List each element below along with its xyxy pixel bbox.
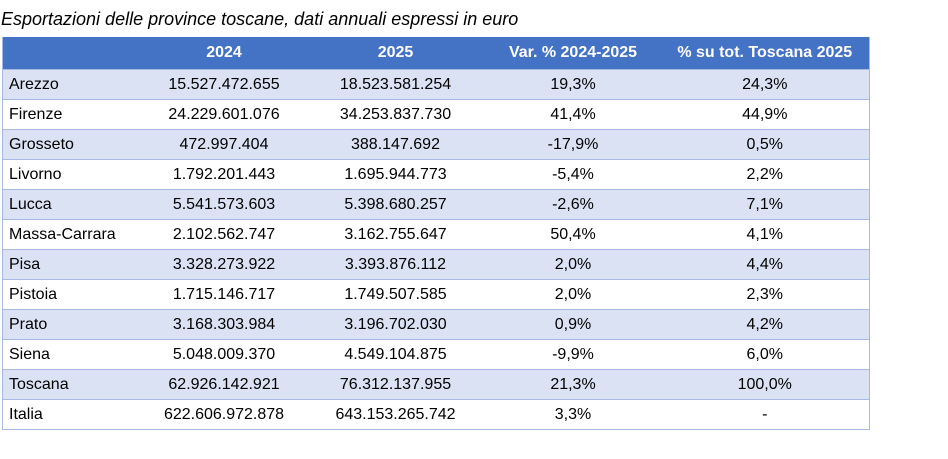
table-row: Pisa 3.328.273.922 3.393.876.112 2,0% 4,4% xyxy=(2,249,870,280)
province-cell: Italia xyxy=(2,399,143,430)
value-2024-cell: 3.328.273.922 xyxy=(142,249,306,280)
variation-cell: 41,4% xyxy=(485,99,661,130)
table-row: Lucca 5.541.573.603 5.398.680.257 -2,6% 7,1% xyxy=(2,189,870,220)
province-cell: Prato xyxy=(2,309,143,340)
table-row: Grosseto 472.997.404 388.147.692 -17,9% 0,5% xyxy=(2,129,870,160)
share-cell: 0,5% xyxy=(660,129,870,160)
province-cell: Grosseto xyxy=(2,129,143,160)
variation-cell: -5,4% xyxy=(485,159,661,190)
value-2024-cell: 5.541.573.603 xyxy=(142,189,306,220)
header-province xyxy=(2,37,143,70)
share-cell: 2,3% xyxy=(660,279,870,310)
value-2024-cell: 1.792.201.443 xyxy=(142,159,306,190)
variation-cell: -17,9% xyxy=(485,129,661,160)
value-2024-cell: 622.606.972.878 xyxy=(142,399,306,430)
value-2025-cell: 34.253.837.730 xyxy=(305,99,486,130)
value-2025-cell: 3.162.755.647 xyxy=(305,219,486,250)
value-2024-cell: 15.527.472.655 xyxy=(142,69,306,100)
variation-cell: 21,3% xyxy=(485,369,661,400)
value-2025-cell: 3.196.702.030 xyxy=(305,309,486,340)
variation-cell: 0,9% xyxy=(485,309,661,340)
province-cell: Siena xyxy=(2,339,143,370)
share-cell: 44,9% xyxy=(660,99,870,130)
share-cell: 100,0% xyxy=(660,369,870,400)
table-row: Massa-Carrara 2.102.562.747 3.162.755.647 5… xyxy=(2,219,870,250)
value-2025-cell: 643.153.265.742 xyxy=(305,399,486,430)
value-2024-cell: 24.229.601.076 xyxy=(142,99,306,130)
province-cell: Arezzo xyxy=(2,69,143,100)
value-2024-cell: 62.926.142.921 xyxy=(142,369,306,400)
value-2024-cell: 3.168.303.984 xyxy=(142,309,306,340)
value-2025-cell: 5.398.680.257 xyxy=(305,189,486,220)
table-row: Siena 5.048.009.370 4.549.104.875 -9,9% 6,0% xyxy=(2,339,870,370)
table-row: Italia 622.606.972.878 643.153.265.742 3,3%… xyxy=(2,399,870,430)
value-2025-cell: 76.312.137.955 xyxy=(305,369,486,400)
value-2025-cell: 18.523.581.254 xyxy=(305,69,486,100)
province-cell: Toscana xyxy=(2,369,143,400)
value-2025-cell: 4.549.104.875 xyxy=(305,339,486,370)
table-row: Toscana 62.926.142.921 76.312.137.955 21,3%… xyxy=(2,369,870,400)
value-2024-cell: 2.102.562.747 xyxy=(142,219,306,250)
variation-cell: 50,4% xyxy=(485,219,661,250)
share-cell: 24,3% xyxy=(660,69,870,100)
variation-cell: 19,3% xyxy=(485,69,661,100)
table-row: Prato 3.168.303.984 3.196.702.030 0,9% 4,2% xyxy=(2,309,870,340)
variation-cell: 2,0% xyxy=(485,279,661,310)
table-row: Firenze 24.229.601.076 34.253.837.730 41,4%… xyxy=(2,99,870,130)
table-row: Pistoia 1.715.146.717 1.749.507.585 2,0% 2,3… xyxy=(2,279,870,310)
province-cell: Pisa xyxy=(2,249,143,280)
table-row: Arezzo 15.527.472.655 18.523.581.254 19,3% 2… xyxy=(2,69,870,100)
value-2025-cell: 3.393.876.112 xyxy=(305,249,486,280)
header-variation: Var. % 2024-2025 xyxy=(485,37,661,70)
variation-cell: -9,9% xyxy=(485,339,661,370)
province-cell: Massa-Carrara xyxy=(2,219,143,250)
value-2024-cell: 1.715.146.717 xyxy=(142,279,306,310)
share-cell: 7,1% xyxy=(660,189,870,220)
exports-table: 2024 2025 Var. % 2024-2025 % su tot. Tos… xyxy=(2,37,870,430)
share-cell: 4,2% xyxy=(660,309,870,340)
value-2025-cell: 1.695.944.773 xyxy=(305,159,486,190)
table-row: Livorno 1.792.201.443 1.695.944.773 -5,4% 2,… xyxy=(2,159,870,190)
variation-cell: 2,0% xyxy=(485,249,661,280)
province-cell: Lucca xyxy=(2,189,143,220)
header-2024: 2024 xyxy=(142,37,306,70)
share-cell: 4,1% xyxy=(660,219,870,250)
value-2025-cell: 1.749.507.585 xyxy=(305,279,486,310)
header-row: 2024 2025 Var. % 2024-2025 % su tot. Tos… xyxy=(2,37,870,70)
province-cell: Pistoia xyxy=(2,279,143,310)
header-2025: 2025 xyxy=(305,37,486,70)
value-2025-cell: 388.147.692 xyxy=(305,129,486,160)
share-cell: 2,2% xyxy=(660,159,870,190)
share-cell: - xyxy=(660,399,870,430)
table-title: Esportazioni delle province toscane, dat… xyxy=(1,9,519,29)
variation-cell: -2,6% xyxy=(485,189,661,220)
value-2024-cell: 472.997.404 xyxy=(142,129,306,160)
value-2024-cell: 5.048.009.370 xyxy=(142,339,306,370)
province-cell: Firenze xyxy=(2,99,143,130)
share-cell: 6,0% xyxy=(660,339,870,370)
header-share: % su tot. Toscana 2025 xyxy=(660,37,870,70)
variation-cell: 3,3% xyxy=(485,399,661,430)
share-cell: 4,4% xyxy=(660,249,870,280)
province-cell: Livorno xyxy=(2,159,143,190)
